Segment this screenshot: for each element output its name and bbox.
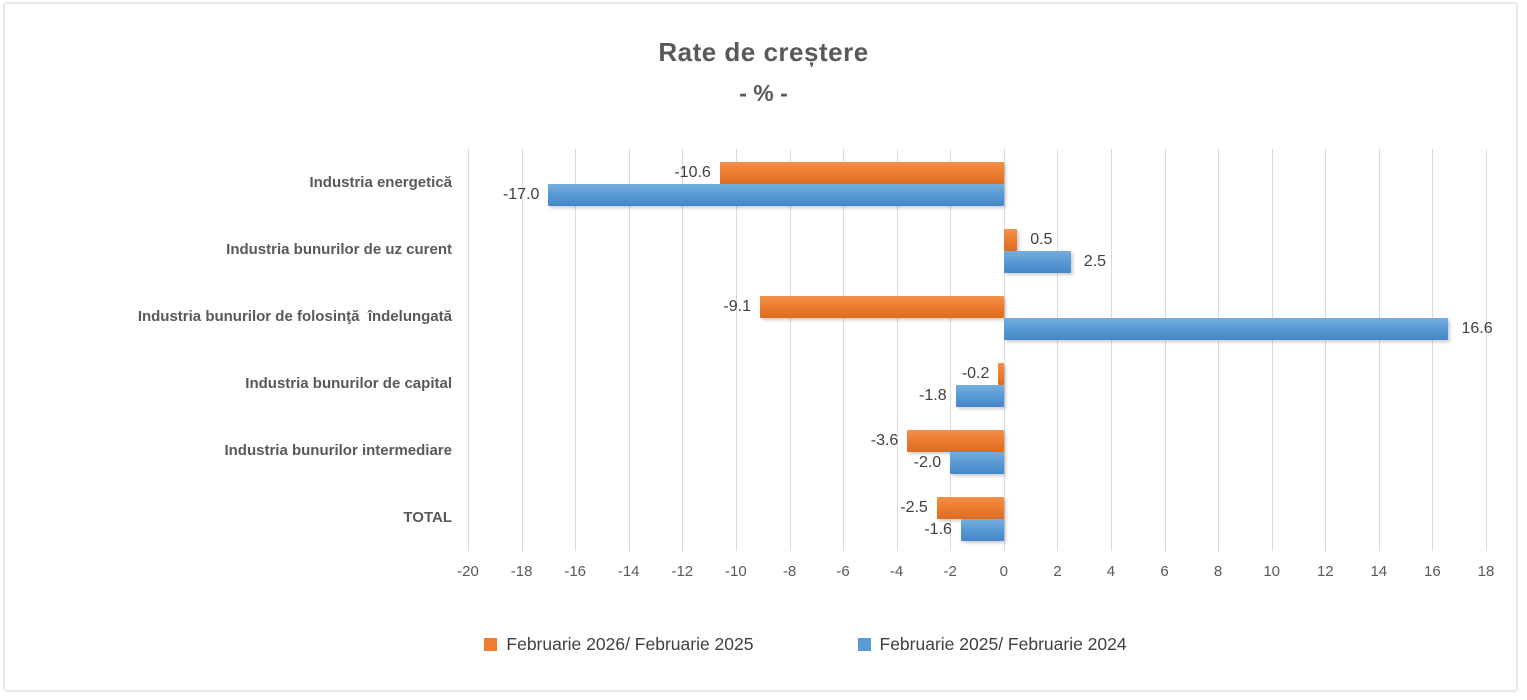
bar-series-1	[936, 496, 1004, 519]
bar-value-label: -1.8	[919, 386, 947, 404]
legend-swatch	[484, 638, 498, 651]
bar-series-1	[719, 161, 1004, 184]
gridline	[843, 149, 845, 551]
chart-subtitle: - % -	[739, 80, 788, 106]
gridline	[628, 149, 630, 551]
gridline	[1432, 149, 1434, 551]
category-label: Industria energetică	[309, 173, 452, 191]
bar-value-label: -2.5	[900, 498, 928, 516]
category-label: Industria bunurilor de folosinţă îndelun…	[137, 307, 452, 325]
bar-series-2	[1003, 317, 1449, 340]
bar-value-label: -9.1	[723, 297, 751, 315]
bar-series-1	[1003, 228, 1018, 251]
bar-value-label: 2.5	[1083, 252, 1107, 270]
gridline	[682, 149, 684, 551]
bar-series-1	[907, 429, 1004, 452]
x-axis-tick-label: 4	[1106, 563, 1116, 580]
gridline	[735, 149, 737, 551]
x-axis-tick-label: -18	[510, 563, 533, 580]
gridline	[575, 149, 577, 551]
category-label: Industria bunurilor de capital	[245, 374, 452, 392]
bar-series-1	[760, 295, 1004, 318]
gridline	[789, 149, 791, 551]
legend-label: Februarie 2026/ Februarie 2025	[506, 634, 754, 654]
legend-item: Februarie 2026/ Februarie 2025	[484, 634, 754, 655]
gridline	[1325, 149, 1327, 551]
x-axis-tick-label: 8	[1213, 563, 1223, 580]
bar-series-2	[1003, 250, 1071, 273]
legend: Februarie 2026/ Februarie 2025 Februarie …	[42, 634, 1527, 655]
gridline	[1110, 149, 1112, 551]
category-label: TOTAL	[403, 508, 452, 526]
x-axis-tick-label: -8	[782, 563, 797, 580]
bar-series-2	[960, 518, 1004, 541]
x-axis-tick-label: -12	[671, 563, 694, 580]
x-axis-tick-label: 0	[999, 563, 1008, 580]
x-axis-tick-label: -20	[457, 563, 479, 580]
x-axis-tick-label: 14	[1370, 563, 1388, 580]
category-label: Industria bunurilor de uz curent	[226, 240, 452, 258]
x-axis-tick-label: 18	[1477, 563, 1495, 580]
x-axis-tick-label: 2	[1053, 563, 1062, 580]
x-axis-tick-label: 10	[1263, 563, 1281, 580]
bar-value-label: -0.2	[961, 364, 990, 382]
gridline	[950, 149, 952, 551]
bar-value-label: 16.6	[1461, 319, 1493, 337]
category-label: Industria bunurilor intermediare	[224, 441, 452, 459]
bar-value-label: -17.0	[502, 185, 540, 203]
gridline	[896, 149, 898, 551]
bar-series-2	[955, 384, 1004, 407]
gridline	[1003, 149, 1005, 551]
bar-value-label: -2.0	[913, 453, 942, 471]
legend-item: Februarie 2025/ Februarie 2024	[857, 634, 1127, 655]
legend-swatch	[857, 638, 871, 651]
legend-label: Februarie 2025/ Februarie 2024	[879, 634, 1127, 654]
bar-value-label: -3.6	[870, 431, 899, 449]
x-axis-tick-label: -4	[889, 563, 904, 580]
x-axis-tick-label: -2	[943, 563, 957, 580]
gridline	[521, 149, 523, 551]
x-axis-tick-label: -16	[564, 563, 587, 580]
gridline	[1271, 149, 1273, 551]
bar-series-2	[950, 451, 1004, 474]
bar-value-label: 0.5	[1030, 230, 1053, 248]
x-axis-tick-label: 16	[1424, 563, 1441, 580]
chart-title: Rate de creștere	[658, 37, 869, 67]
gridline	[1486, 149, 1487, 551]
x-axis-tick-label: -10	[725, 563, 747, 580]
bar-series-2	[548, 183, 1004, 206]
x-axis-tick-label: -6	[836, 563, 850, 580]
gridline	[1057, 149, 1059, 551]
gridline	[1218, 149, 1220, 551]
bar-value-label: -1.6	[924, 520, 952, 538]
bar-series-1	[998, 362, 1004, 385]
gridline	[1164, 149, 1166, 551]
gridline	[468, 149, 469, 551]
x-axis-tick-label: 12	[1316, 563, 1334, 580]
gridline	[1378, 149, 1380, 551]
x-axis-tick-label: -14	[617, 563, 640, 580]
x-axis-tick-label: 6	[1160, 563, 1169, 580]
bar-value-label: -10.6	[674, 163, 711, 181]
